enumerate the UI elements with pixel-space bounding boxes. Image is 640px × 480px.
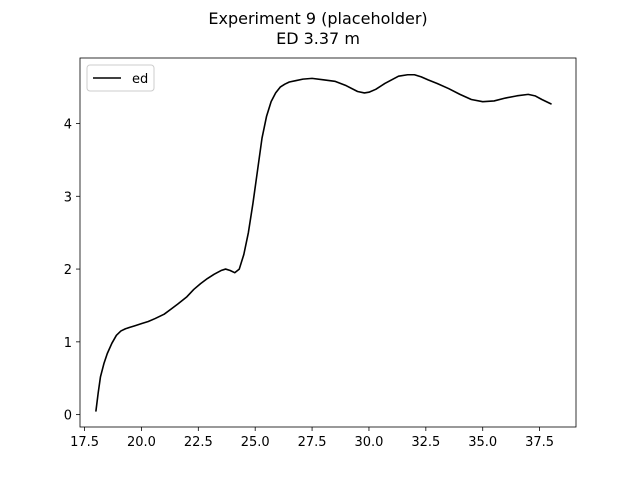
x-tick-label: 35.0 (468, 435, 497, 450)
x-tick-label: 20.0 (127, 435, 156, 450)
plot-frame (79, 57, 577, 428)
y-tick-label: 1 (64, 336, 72, 351)
x-tick-label: 25.0 (241, 435, 270, 450)
y-tick-label: 4 (64, 118, 72, 133)
x-tick-label: 22.5 (184, 435, 213, 450)
x-tick-label: 37.5 (525, 435, 554, 450)
x-tick-label: 32.5 (411, 435, 440, 450)
chart-title: Experiment 9 (placeholder) (208, 9, 427, 28)
y-axis: 0 1 2 3 4 (64, 118, 80, 424)
y-tick-label: 3 (64, 190, 72, 205)
x-axis: 17.5 20.0 22.5 25.0 27.5 30.0 32.5 35.0 37.5 (70, 427, 554, 450)
legend: ed (86, 64, 155, 92)
plot-area (79, 57, 577, 428)
x-tick-label: 27.5 (298, 435, 327, 450)
x-tick-label: 17.5 (70, 435, 99, 450)
series-line-ed (95, 73, 552, 412)
series-layer (95, 73, 552, 412)
y-tick-label: 0 (64, 409, 72, 424)
y-tick-label: 2 (64, 263, 72, 278)
chart-subtitle: ED 3.37 m (276, 29, 360, 48)
x-tick-label: 30.0 (354, 435, 383, 450)
legend-label: ed (132, 72, 148, 87)
